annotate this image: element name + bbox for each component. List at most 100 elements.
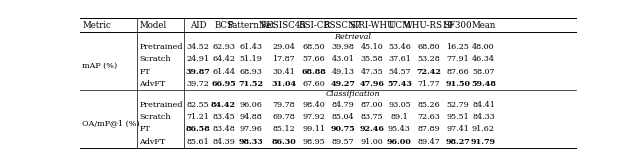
- Text: 57.66: 57.66: [303, 55, 325, 63]
- Text: 72.42: 72.42: [417, 68, 442, 76]
- Text: RESISC45: RESISC45: [260, 21, 307, 30]
- Text: 49.13: 49.13: [332, 68, 355, 76]
- Text: SIRI-WHU: SIRI-WHU: [349, 21, 395, 30]
- Text: 62.93: 62.93: [212, 43, 235, 51]
- Text: 46.34: 46.34: [472, 55, 495, 63]
- Text: 97.92: 97.92: [303, 113, 325, 121]
- Text: 69.78: 69.78: [272, 113, 295, 121]
- Text: Mean: Mean: [472, 21, 495, 30]
- Text: Metric: Metric: [83, 21, 111, 30]
- Text: 39.72: 39.72: [187, 80, 210, 88]
- Text: 34.52: 34.52: [187, 43, 210, 51]
- Text: 84.79: 84.79: [332, 101, 355, 109]
- Text: 90.75: 90.75: [330, 125, 355, 133]
- Text: 85.26: 85.26: [417, 101, 440, 109]
- Text: 83.75: 83.75: [361, 113, 383, 121]
- Text: 86.58: 86.58: [186, 125, 211, 133]
- Text: RSI-CB: RSI-CB: [298, 21, 330, 30]
- Text: 97.41: 97.41: [447, 125, 469, 133]
- Text: OA/mP@1 (%): OA/mP@1 (%): [83, 119, 140, 127]
- Text: 35.58: 35.58: [361, 55, 383, 63]
- Text: 68.93: 68.93: [240, 68, 262, 76]
- Text: Scratch: Scratch: [140, 55, 171, 63]
- Text: 89.57: 89.57: [332, 138, 354, 146]
- Text: 92.46: 92.46: [360, 125, 385, 133]
- Text: 79.78: 79.78: [272, 101, 295, 109]
- Text: 95.43: 95.43: [388, 125, 411, 133]
- Text: 87.00: 87.00: [361, 101, 383, 109]
- Text: BCS: BCS: [214, 21, 233, 30]
- Text: 39.87: 39.87: [186, 68, 211, 76]
- Text: 58.07: 58.07: [472, 68, 495, 76]
- Text: 97.96: 97.96: [240, 125, 262, 133]
- Text: 84.41: 84.41: [472, 101, 495, 109]
- Text: 61.44: 61.44: [212, 68, 235, 76]
- Text: 48.00: 48.00: [472, 43, 495, 51]
- Text: 68.50: 68.50: [303, 43, 325, 51]
- Text: Pretrained: Pretrained: [140, 43, 183, 51]
- Text: 89.47: 89.47: [417, 138, 440, 146]
- Text: 84.42: 84.42: [211, 101, 236, 109]
- Text: 93.05: 93.05: [388, 101, 411, 109]
- Text: 91.62: 91.62: [472, 125, 495, 133]
- Text: 30.41: 30.41: [272, 68, 295, 76]
- Text: 57.43: 57.43: [387, 80, 412, 88]
- Text: Scratch: Scratch: [140, 113, 171, 121]
- Text: 17.87: 17.87: [272, 55, 295, 63]
- Text: 98.27: 98.27: [445, 138, 470, 146]
- Text: 91.00: 91.00: [361, 138, 383, 146]
- Text: 59.48: 59.48: [471, 80, 496, 88]
- Text: 85.12: 85.12: [272, 125, 295, 133]
- Text: FT: FT: [140, 125, 150, 133]
- Text: 61.43: 61.43: [239, 43, 262, 51]
- Text: 29.04: 29.04: [272, 43, 295, 51]
- Text: 84.33: 84.33: [472, 113, 495, 121]
- Text: 98.95: 98.95: [303, 138, 325, 146]
- Text: FT: FT: [140, 68, 150, 76]
- Text: 53.46: 53.46: [388, 43, 411, 51]
- Text: Classification: Classification: [326, 90, 380, 98]
- Text: 72.63: 72.63: [417, 113, 440, 121]
- Text: 49.27: 49.27: [330, 80, 355, 88]
- Text: 99.11: 99.11: [302, 125, 325, 133]
- Text: 91.79: 91.79: [471, 138, 496, 146]
- Text: 67.60: 67.60: [303, 80, 325, 88]
- Text: 85.04: 85.04: [332, 113, 354, 121]
- Text: mAP (%): mAP (%): [83, 61, 118, 69]
- Text: 98.40: 98.40: [303, 101, 325, 109]
- Text: 82.55: 82.55: [187, 101, 210, 109]
- Text: PatternNet: PatternNet: [227, 21, 275, 30]
- Text: 77.91: 77.91: [447, 55, 469, 63]
- Text: 39.98: 39.98: [332, 43, 355, 51]
- Text: 71.77: 71.77: [418, 80, 440, 88]
- Text: 68.80: 68.80: [418, 43, 440, 51]
- Text: 86.30: 86.30: [271, 138, 296, 146]
- Text: Retrieval: Retrieval: [334, 32, 371, 41]
- Text: AdvFT: AdvFT: [140, 138, 166, 146]
- Text: 83.45: 83.45: [212, 113, 235, 121]
- Text: 68.88: 68.88: [301, 68, 326, 76]
- Text: RSSCN7: RSSCN7: [324, 21, 362, 30]
- Text: AID: AID: [190, 21, 207, 30]
- Text: 71.52: 71.52: [239, 80, 264, 88]
- Text: 64.42: 64.42: [212, 55, 235, 63]
- Text: 24.91: 24.91: [187, 55, 210, 63]
- Text: 16.25: 16.25: [447, 43, 469, 51]
- Text: 91.50: 91.50: [445, 80, 470, 88]
- Text: 31.04: 31.04: [271, 80, 296, 88]
- Text: 85.61: 85.61: [187, 138, 210, 146]
- Text: 98.33: 98.33: [239, 138, 264, 146]
- Text: 95.51: 95.51: [447, 113, 469, 121]
- Text: 96.00: 96.00: [387, 138, 412, 146]
- Text: 47.35: 47.35: [361, 68, 383, 76]
- Text: Pretrained: Pretrained: [140, 101, 183, 109]
- Text: 52.79: 52.79: [447, 101, 469, 109]
- Text: 54.57: 54.57: [388, 68, 411, 76]
- Text: AdvFT: AdvFT: [140, 80, 166, 88]
- Text: 66.95: 66.95: [211, 80, 236, 88]
- Text: 47.96: 47.96: [360, 80, 385, 88]
- Text: UCM: UCM: [388, 21, 411, 30]
- Text: 37.61: 37.61: [388, 55, 411, 63]
- Text: 51.19: 51.19: [240, 55, 262, 63]
- Text: SF300: SF300: [444, 21, 472, 30]
